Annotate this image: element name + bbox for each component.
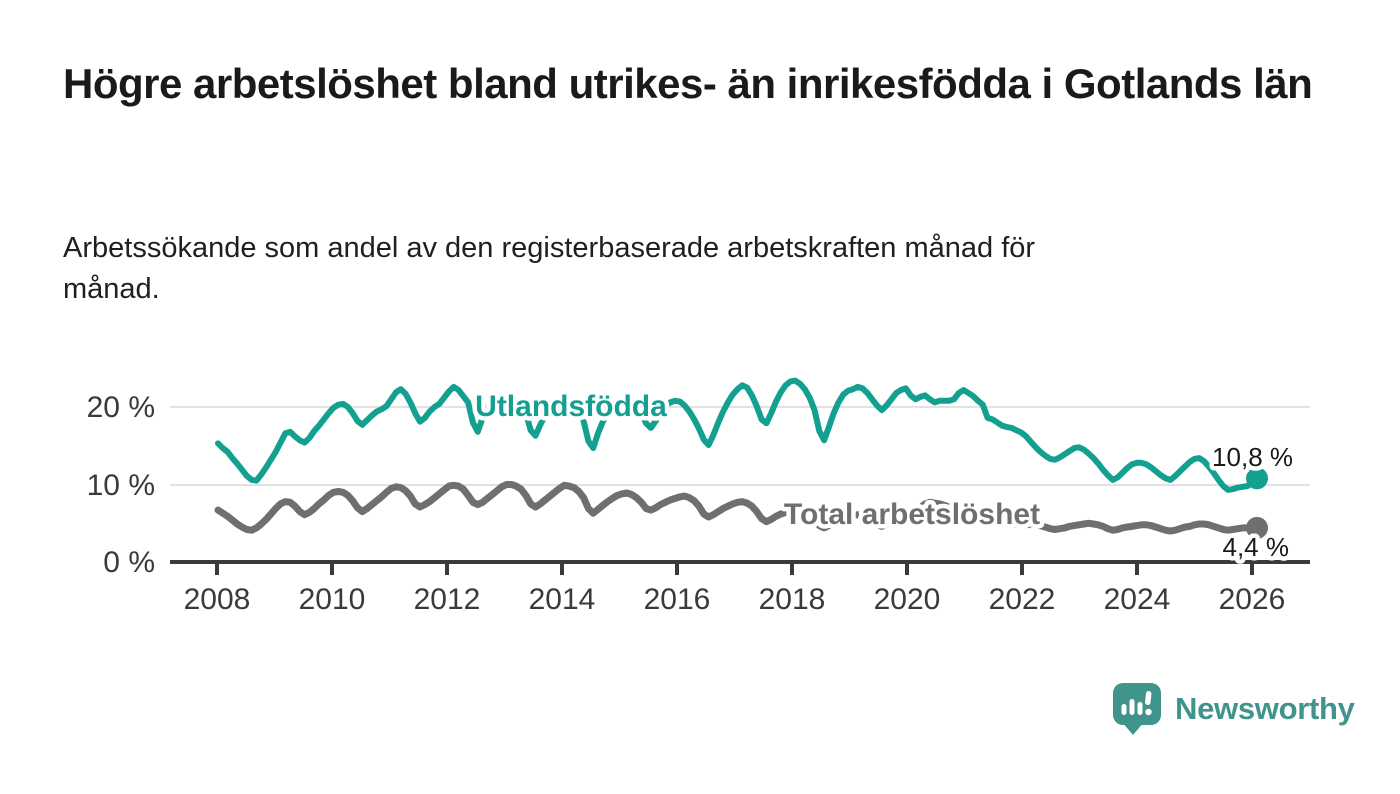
y-tick-label-20: 20 %: [87, 391, 155, 424]
logo-barchart-glyph: [1121, 691, 1152, 716]
x-tick-label: 2018: [759, 583, 826, 616]
x-tick-label: 2012: [414, 583, 481, 616]
series-lines-layer: [214, 377, 1261, 535]
x-tick-label: 2008: [184, 583, 251, 616]
y-tick-label-0: 0 %: [103, 546, 155, 579]
x-axis-ticks: [215, 562, 1254, 575]
chart-title: Högre arbetslöshet bland utrikes- än inr…: [63, 60, 1313, 107]
x-tick-label: 2026: [1219, 583, 1286, 616]
x-tick-label: 2024: [1104, 583, 1171, 616]
x-tick-label: 2022: [989, 583, 1056, 616]
end-value-label-utlandsfodda: 10,8 %: [1212, 442, 1293, 472]
series-label-total: Total arbetslöshet: [784, 498, 1040, 531]
chart-subtitle: Arbetssökande som andel av den registerb…: [63, 232, 1036, 306]
series-line-total: [214, 481, 1261, 535]
series-label-utlandsfodda: Utlandsfödda: [475, 390, 667, 423]
end-dot-utlandsfodda: [1246, 467, 1268, 490]
end-dot-total: [1246, 516, 1268, 539]
line-chart: 20 % 10 % 0 % 2008 2010 2012 2014 2016 2…: [87, 377, 1310, 616]
series-line-utlandsfodda: [215, 377, 1260, 493]
x-axis-labels: 2008 2010 2012 2014 2016 2018 2020 2022 …: [184, 583, 1286, 616]
newsworthy-logo-icon: [1113, 683, 1161, 735]
x-tick-label: 2016: [644, 583, 711, 616]
y-tick-label-10: 10 %: [87, 469, 155, 502]
x-tick-label: 2010: [299, 583, 366, 616]
x-tick-label: 2020: [874, 583, 941, 616]
series-end-dots-layer: [1246, 467, 1268, 539]
end-value-label-total: 4,4 %: [1223, 532, 1290, 562]
x-tick-label: 2014: [529, 583, 596, 616]
newsworthy-brand: Newsworthy: [1112, 682, 1355, 736]
brand-name: Newsworthy: [1175, 691, 1355, 726]
